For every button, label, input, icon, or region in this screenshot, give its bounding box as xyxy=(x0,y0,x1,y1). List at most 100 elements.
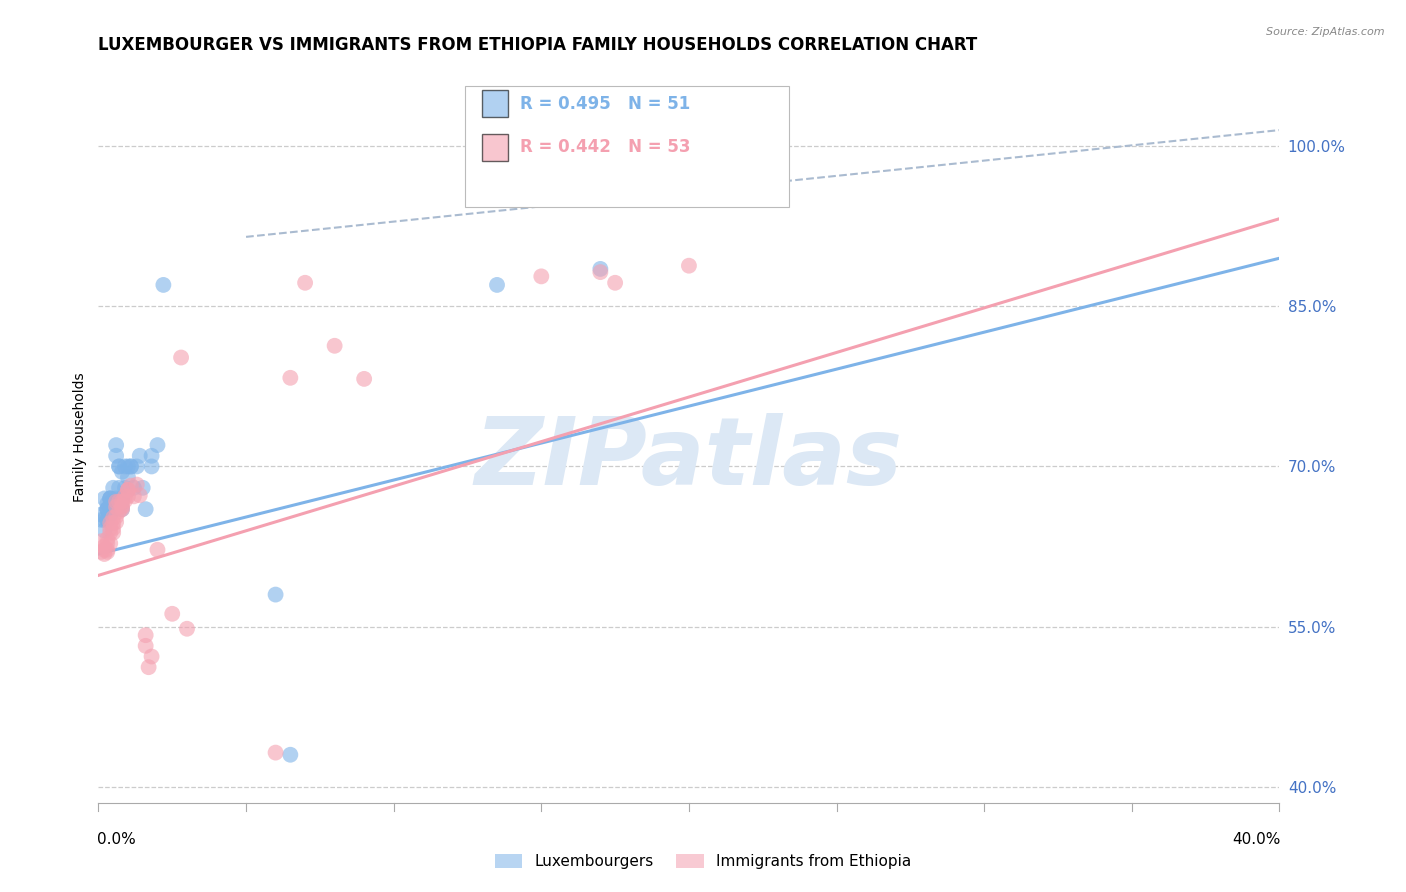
Point xyxy=(589,265,612,279)
Point xyxy=(108,481,131,495)
Point xyxy=(135,628,157,642)
Point xyxy=(141,649,163,664)
Point xyxy=(93,524,115,538)
Point xyxy=(111,502,134,516)
Point xyxy=(103,497,125,511)
Point xyxy=(96,513,118,527)
Point xyxy=(141,459,163,474)
Point xyxy=(96,545,118,559)
Point xyxy=(111,500,134,514)
Point xyxy=(353,372,375,386)
Text: LUXEMBOURGER VS IMMIGRANTS FROM ETHIOPIA FAMILY HOUSEHOLDS CORRELATION CHART: LUXEMBOURGER VS IMMIGRANTS FROM ETHIOPIA… xyxy=(98,36,977,54)
Point xyxy=(117,483,139,497)
Point xyxy=(114,459,136,474)
Point xyxy=(93,513,115,527)
Point xyxy=(105,493,128,508)
Point xyxy=(96,532,118,546)
Point xyxy=(278,371,302,385)
Point xyxy=(486,277,509,292)
Point xyxy=(98,502,121,516)
Point xyxy=(146,438,169,452)
Point xyxy=(105,449,128,463)
Point xyxy=(111,465,134,479)
Point xyxy=(103,497,125,511)
Point xyxy=(114,489,136,503)
Point xyxy=(117,459,139,474)
Point xyxy=(111,499,134,513)
Point xyxy=(93,540,115,554)
Text: Source: ZipAtlas.com: Source: ZipAtlas.com xyxy=(1267,27,1385,37)
Point xyxy=(111,502,134,516)
Point xyxy=(103,510,125,524)
Point xyxy=(96,497,118,511)
Point xyxy=(589,261,612,276)
Point xyxy=(103,521,125,535)
FancyBboxPatch shape xyxy=(482,134,508,161)
Point xyxy=(103,516,125,530)
Point xyxy=(90,508,112,522)
Point xyxy=(678,259,700,273)
Point xyxy=(128,488,150,502)
Point xyxy=(323,339,346,353)
Point xyxy=(103,525,125,540)
Point xyxy=(105,509,128,524)
Point xyxy=(294,276,316,290)
Point xyxy=(103,493,125,508)
Point xyxy=(105,515,128,529)
Point xyxy=(98,521,121,535)
Point xyxy=(90,534,112,549)
Point xyxy=(125,477,148,491)
Point xyxy=(105,494,128,508)
Point xyxy=(170,351,193,365)
Point xyxy=(135,502,157,516)
Text: ZIPatlas: ZIPatlas xyxy=(475,413,903,505)
Point xyxy=(117,489,139,503)
Text: 0.0%: 0.0% xyxy=(97,832,136,847)
Point xyxy=(96,502,118,516)
Point xyxy=(122,489,145,503)
Point xyxy=(117,470,139,484)
Legend: Luxembourgers, Immigrants from Ethiopia: Luxembourgers, Immigrants from Ethiopia xyxy=(488,847,918,875)
Point xyxy=(98,491,121,506)
Point xyxy=(114,481,136,495)
FancyBboxPatch shape xyxy=(482,90,508,118)
Point xyxy=(278,747,302,762)
Point xyxy=(108,459,131,474)
Point xyxy=(108,494,131,508)
Point xyxy=(605,276,627,290)
Point xyxy=(98,516,121,530)
Point xyxy=(98,508,121,522)
Y-axis label: Family Households: Family Households xyxy=(73,372,87,502)
Text: 40.0%: 40.0% xyxy=(1232,832,1281,847)
Point xyxy=(90,545,112,559)
Point xyxy=(98,491,121,506)
Point xyxy=(128,449,150,463)
Point xyxy=(132,481,155,495)
Point xyxy=(90,513,112,527)
Point xyxy=(146,542,169,557)
Point xyxy=(93,491,115,506)
Point xyxy=(152,277,174,292)
Point xyxy=(108,459,131,474)
Point xyxy=(141,449,163,463)
Point xyxy=(176,622,198,636)
Point xyxy=(117,483,139,497)
Point xyxy=(125,459,148,474)
Text: R = 0.495   N = 51: R = 0.495 N = 51 xyxy=(520,95,690,112)
Point xyxy=(98,536,121,550)
Point xyxy=(120,459,142,474)
Point xyxy=(111,494,134,508)
Point xyxy=(530,269,553,284)
Point xyxy=(105,500,128,514)
Point xyxy=(138,660,160,674)
Point xyxy=(105,438,128,452)
FancyBboxPatch shape xyxy=(464,86,789,207)
Point xyxy=(103,502,125,516)
Point xyxy=(96,502,118,516)
Point xyxy=(96,536,118,550)
Point xyxy=(105,491,128,506)
Text: R = 0.442   N = 53: R = 0.442 N = 53 xyxy=(520,138,690,156)
Point xyxy=(98,508,121,522)
Point xyxy=(98,525,121,540)
Point xyxy=(122,481,145,495)
